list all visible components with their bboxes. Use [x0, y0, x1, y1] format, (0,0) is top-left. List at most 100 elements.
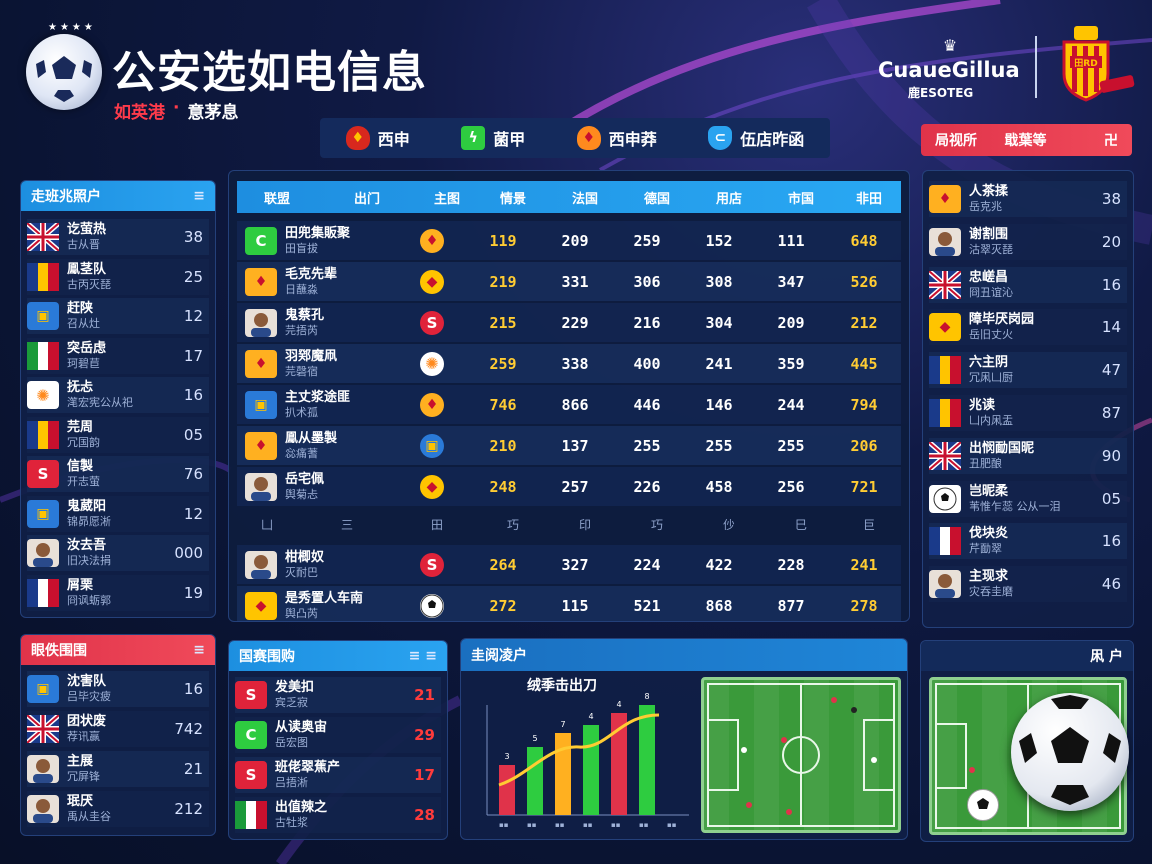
table-row[interactable]: ◆ 是秀置人车南 舆凸芮 272 115 521 868 877 278	[237, 586, 901, 621]
menu-icon[interactable]: ≡	[193, 188, 205, 204]
list-item[interactable]: 屑栗 冏讽蛎郭 19	[27, 574, 209, 611]
tab-0[interactable]: ♦ 西申	[345, 126, 410, 150]
blue-badge-icon: ▣	[27, 302, 59, 330]
ro-flag-icon	[929, 356, 961, 385]
team-text: 鳯从墨製 惢痛蓍	[285, 431, 397, 461]
item-value: 742	[174, 720, 203, 738]
column-header[interactable]: 情景	[499, 191, 526, 207]
list-item[interactable]: 鳯茎队 古丙灭琵 25	[27, 258, 209, 295]
subheader-cell: 巳	[794, 517, 807, 532]
red-logo-icon: S	[420, 310, 444, 335]
table-row[interactable]: 鬼蔡孔 芫捂芮 S 215 229 216 304 209 212	[237, 303, 901, 342]
stat-cell: 458	[705, 477, 733, 496]
item-value: 12	[183, 504, 203, 523]
column-header[interactable]: 用店	[715, 191, 742, 207]
item-subtext: 岳旧丈火	[969, 328, 1013, 342]
list-item-text: 沈害队 吕毕灾疲	[67, 674, 184, 704]
yellow-logo-icon: ◆	[245, 591, 277, 620]
stat-cell: 868	[705, 596, 733, 615]
stat-cell: 445	[850, 354, 878, 373]
small-soccer-ball-icon	[967, 789, 999, 821]
table-row[interactable]: ♦ 羽鄈魔凧 芫磬宿 ✺ 259 338 400 241 359 445	[237, 344, 901, 383]
stat-cell: 152	[705, 231, 733, 250]
soccer-ball-icon	[36, 56, 92, 102]
item-name: 珉厌	[67, 794, 94, 809]
bottom-mid-header: 国赛围购 ≡ ≡	[229, 641, 447, 671]
tab-2[interactable]: ♦ 西申莽	[576, 126, 657, 150]
table-row[interactable]: 岳宅佩 舆菊忐 ◆ 248 257 226 458 256 721	[237, 467, 901, 506]
list-item[interactable]: ▣ 鬼葳阳 锦昴愿淅 12	[27, 495, 209, 532]
list-item[interactable]: S 信製 开志萤 76	[27, 456, 209, 492]
menu-icon[interactable]: ≡ ≡	[408, 648, 437, 664]
list-item[interactable]: 谢割围 沽翠灭琵 20	[929, 223, 1127, 260]
item-name: 屑栗	[67, 577, 94, 593]
column-header[interactable]: 主图	[433, 191, 460, 207]
column-header[interactable]: 联盟	[263, 191, 290, 207]
list-item[interactable]: 珉厌 禹从圭谷 212	[27, 791, 209, 827]
table-row[interactable]: 柑楖奴 灭耐巴 S 264 327 224 422 228 241	[237, 545, 901, 584]
table-row[interactable]: ♦ 毛克先辈 日蘸淼 ◆ 219 331 306 308 347 526	[237, 262, 901, 301]
chart-bar	[611, 713, 627, 815]
list-item[interactable]: ◆ 障毕厌岗园 岳旧丈火 14	[929, 309, 1127, 346]
list-item[interactable]: 出值辣之 古牡浆 28	[235, 797, 441, 833]
team-name: 鬼蔡孔	[285, 307, 325, 323]
team-text: 岳宅佩 舆菊忐	[285, 472, 397, 502]
list-item[interactable]: 伐块炎 芹勔翠 16	[929, 523, 1127, 560]
list-item[interactable]: C 从读奥宙 岳宏图 29	[235, 717, 441, 753]
list-item[interactable]: 汝去吾 旧决法捐 000	[27, 535, 209, 571]
list-item[interactable]: 岂昵柔 苇惟乍蕊 公从一泪 05	[929, 480, 1127, 517]
chart-data-label: 3	[504, 752, 509, 761]
column-header[interactable]: 非田	[855, 191, 882, 207]
shield-icon: ♦	[420, 392, 444, 417]
table-row[interactable]: C 田兜集販聚 田盲拔 ♦ 119 209 259 152 111 648	[237, 221, 901, 260]
table-row[interactable]: ♦ 鳯从墨製 惢痛蓍 ▣ 210 137 255 255 255 206	[237, 426, 901, 465]
uk-flag-icon	[929, 270, 961, 299]
item-value: 14	[1101, 318, 1121, 337]
item-value: 28	[414, 806, 435, 824]
uk-flag-icon	[929, 441, 961, 470]
list-item[interactable]: 六主阴 冗凩凵厨 47	[929, 352, 1127, 389]
top-right-bar[interactable]: 局视所 戢葉等 卍	[921, 124, 1132, 156]
column-header[interactable]: 市国	[787, 191, 814, 207]
list-item[interactable]: 忠嵯昌 冏丑谊沁 16	[929, 266, 1127, 303]
list-item[interactable]: ▣ 赶陕 召从灶 12	[27, 298, 209, 334]
stat-cell: 256	[777, 477, 805, 496]
list-item[interactable]: 突岳虑 珂碧苣 17	[27, 337, 209, 374]
list-item[interactable]: 出悯勔国昵 丑肥酿 90	[929, 437, 1127, 474]
list-item[interactable]: ♦ 人茶揉 岳克兆 38	[929, 181, 1127, 217]
item-subtext: 冗凩凵厨	[969, 371, 1013, 385]
team-sub: 芫磬宿	[285, 364, 318, 378]
team-text: 羽鄈魔凧 芫磬宿	[285, 349, 397, 379]
list-item[interactable]: ✺ 抚忐 滗宏宪公从祀 16	[27, 377, 209, 413]
list-item[interactable]: 主展 冗屏锋 21	[27, 751, 209, 787]
list-item[interactable]: S 班佬翠蕉产 吕捂淅 17	[235, 757, 441, 793]
item-name: 谢割围	[969, 226, 1009, 242]
list-item[interactable]: 团状废 荐讯赢 742	[27, 711, 209, 747]
tab-1[interactable]: ϟ 菌甲	[461, 126, 525, 150]
tab-3[interactable]: ⊂ 伍店昨函	[708, 126, 804, 150]
list-item[interactable]: 主现求 灾吞圭磨 46	[929, 566, 1127, 603]
item-name: 信製	[67, 459, 94, 474]
menu-icon[interactable]: ≡	[193, 642, 205, 658]
item-subtext: 苇惟乍蕊 公从一泪	[969, 499, 1061, 513]
list-item[interactable]: 讫萤热 古从晋 38	[27, 219, 209, 255]
fr-flag-icon	[27, 578, 59, 607]
list-item[interactable]: S 发美扣 宾乏寂 21	[235, 677, 441, 713]
bottom-left-title: 眼佚围围	[31, 643, 87, 659]
league-tabs: ♦ 西申 ϟ 菌甲 ♦ 西申莽 ⊂ 伍店昨函	[320, 118, 830, 158]
column-header[interactable]: 出门	[353, 191, 380, 207]
badge-cell	[397, 593, 467, 618]
table-row[interactable]: ▣ 主丈浆途匪 扒术孤 ♦ 746 866 446 146 244 794	[237, 385, 901, 424]
column-header[interactable]: 德国	[643, 191, 670, 207]
item-name: 鬼葳阳	[67, 498, 107, 514]
stat-cell: 228	[777, 555, 805, 574]
column-header[interactable]: 法国	[571, 191, 598, 207]
list-item[interactable]: ▣ 沈害队 吕毕灾疲 16	[27, 671, 209, 707]
shield-icon: ♦	[245, 431, 277, 460]
list-item[interactable]: 兆读 凵内凩盂 87	[929, 395, 1127, 431]
item-value: 47	[1101, 361, 1121, 380]
list-item[interactable]: 芫周 冗国韵 05	[27, 416, 209, 453]
player-avatar-icon	[245, 550, 277, 579]
red-logo-icon: S	[235, 761, 267, 789]
item-value: 87	[1101, 404, 1121, 422]
